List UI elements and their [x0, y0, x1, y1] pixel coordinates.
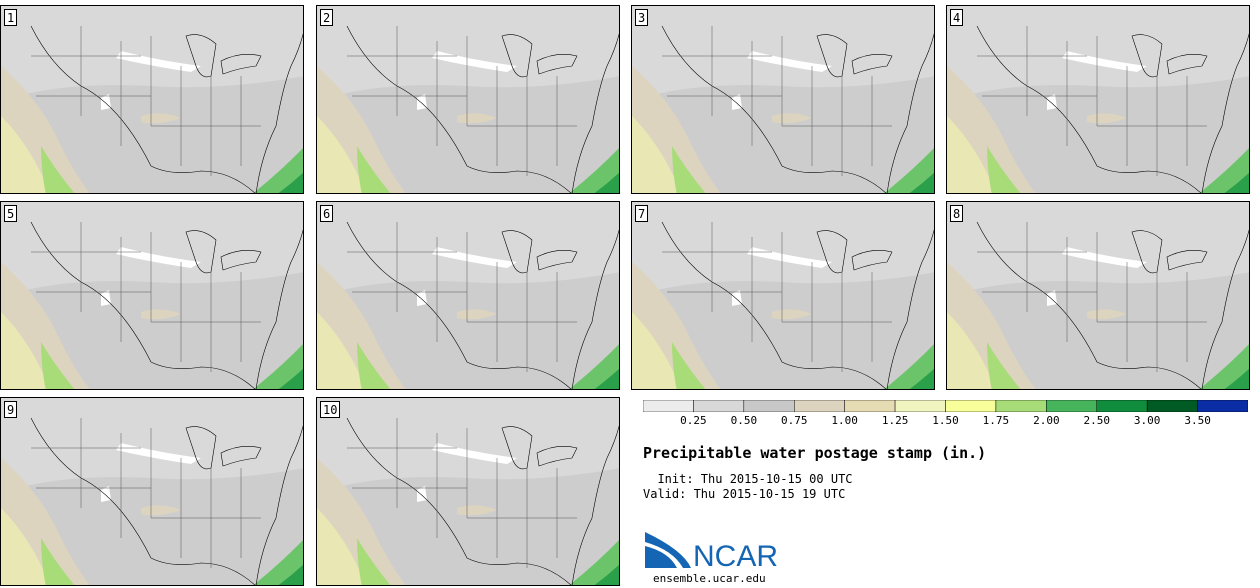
pw-map	[317, 398, 619, 585]
colorbar-tick-label: 0.50	[730, 414, 758, 427]
stamp-2: 2	[316, 5, 620, 194]
colorbar-swatch	[945, 400, 997, 412]
logo-text: NCAR	[693, 540, 778, 570]
colorbar-tick-label: 3.00	[1133, 414, 1161, 427]
pw-map	[632, 6, 934, 193]
ncar-logo: NCAR	[645, 532, 778, 570]
valid-time: Valid: Thu 2015-10-15 19 UTC	[643, 487, 846, 501]
stamp-label: 10	[320, 401, 341, 418]
colorbar	[643, 400, 1248, 412]
colorbar-swatch	[995, 400, 1047, 412]
colorbar-tick-label: 3.50	[1184, 414, 1211, 427]
colorbar-tick-label: 0.75	[781, 414, 808, 427]
stamp-label: 6	[320, 205, 334, 222]
colorbar-swatch	[693, 400, 745, 412]
stamp-label: 7	[635, 205, 649, 222]
stamp-3: 3	[631, 5, 935, 194]
site-url: ensemble.ucar.edu	[653, 572, 766, 585]
colorbar-swatch	[894, 400, 946, 412]
colorbar-tick-label: 1.25	[881, 414, 909, 427]
colorbar-tick-label: 2.50	[1083, 414, 1111, 427]
pw-map	[947, 202, 1249, 389]
colorbar-tick-label: 1.75	[982, 414, 1010, 427]
plot-title: Precipitable water postage stamp (in.)	[643, 444, 987, 462]
pw-map	[1, 398, 303, 585]
stamp-1: 1	[0, 5, 304, 194]
colorbar-swatch	[743, 400, 795, 412]
init-time: Init: Thu 2015-10-15 00 UTC	[643, 472, 853, 486]
colorbar-swatch	[643, 400, 694, 412]
stamp-5: 5	[0, 201, 304, 390]
colorbar-swatch	[1197, 400, 1248, 412]
stamp-label: 5	[4, 205, 18, 222]
stamp-8: 8	[946, 201, 1250, 390]
stamp-7: 7	[631, 201, 935, 390]
stamp-label: 9	[4, 401, 18, 418]
stamp-label: 4	[950, 9, 964, 26]
colorbar-swatch	[1046, 400, 1098, 412]
pw-map	[947, 6, 1249, 193]
pw-map	[317, 6, 619, 193]
colorbar-swatch	[1096, 400, 1148, 412]
colorbar-tick-label: 0.25	[680, 414, 707, 427]
colorbar-tick-label: 1.50	[932, 414, 959, 427]
colorbar-tick-label: 2.00	[1033, 414, 1060, 427]
pw-map	[1, 6, 303, 193]
stamp-4: 4	[946, 5, 1250, 194]
stamp-label: 1	[4, 9, 18, 26]
colorbar-swatch	[844, 400, 896, 412]
ncar-swoosh-icon	[645, 532, 691, 568]
colorbar-swatch	[1146, 400, 1198, 412]
pw-map	[317, 202, 619, 389]
colorbar-tick-label: 1.00	[831, 414, 858, 427]
stamp-label: 2	[320, 9, 334, 26]
stamp-6: 6	[316, 201, 620, 390]
stamp-10: 10	[316, 397, 620, 586]
pw-map	[632, 202, 934, 389]
colorbar-swatch	[794, 400, 845, 412]
stamp-label: 8	[950, 205, 964, 222]
pw-map	[1, 202, 303, 389]
stamp-label: 3	[635, 9, 649, 26]
stamp-9: 9	[0, 397, 304, 586]
